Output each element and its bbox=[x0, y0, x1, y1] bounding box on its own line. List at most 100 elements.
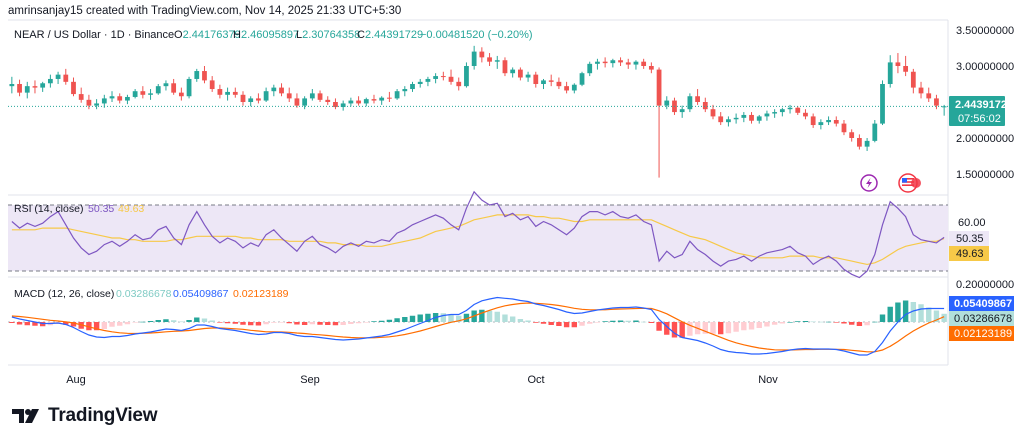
macd-title[interactable]: MACD (12, 26, close) bbox=[14, 288, 114, 300]
candle-body bbox=[571, 84, 577, 91]
candle-body bbox=[240, 94, 246, 102]
macd-hist-bar bbox=[294, 322, 300, 325]
macd-hist-bar bbox=[263, 322, 269, 325]
macd-hist-bar bbox=[664, 322, 670, 335]
symbol-title[interactable]: NEAR / US Dollar · 1D · Binance bbox=[14, 29, 174, 41]
macd-hist-value-label bbox=[949, 311, 1014, 326]
rsi-band-background bbox=[8, 205, 948, 271]
candle-body bbox=[826, 120, 831, 123]
candle-body bbox=[178, 92, 184, 97]
candle-body bbox=[17, 84, 22, 93]
rsi-legend: RSI (14, close) 50.35 49.63 bbox=[14, 203, 144, 215]
candle-body bbox=[910, 71, 916, 88]
candle-body bbox=[726, 119, 731, 123]
candle-body bbox=[9, 84, 15, 87]
candle-body bbox=[417, 81, 423, 84]
candle-body bbox=[271, 87, 277, 92]
candle-body bbox=[864, 140, 870, 147]
price-axis[interactable]: 3.50000000 3.00000000 2.00000000 1.50000… bbox=[949, 25, 1014, 341]
macd-hist-bar bbox=[39, 322, 46, 327]
candle-body bbox=[47, 78, 53, 84]
candle-body bbox=[286, 93, 292, 99]
macd-hist-bar bbox=[63, 322, 69, 325]
macd-hist-bar bbox=[417, 314, 423, 322]
macd-hist-bar bbox=[941, 313, 947, 322]
macd-hist-bar bbox=[587, 322, 593, 324]
candle-body bbox=[125, 96, 130, 101]
macd-hist-bar bbox=[124, 322, 131, 325]
rsi-ma-value-label bbox=[949, 246, 989, 261]
candle-body bbox=[387, 97, 392, 99]
tradingview-wordmark: TradingView bbox=[48, 405, 158, 426]
macd-hist-bar bbox=[378, 320, 385, 322]
candle-body bbox=[263, 91, 269, 101]
candle-body bbox=[525, 74, 531, 78]
candle-body bbox=[895, 62, 901, 66]
macd-hist-bar bbox=[818, 321, 824, 323]
candle-body bbox=[456, 81, 462, 87]
macd-hist-bar bbox=[656, 322, 662, 331]
candle-body bbox=[602, 61, 608, 64]
macd-hist-bar bbox=[833, 322, 839, 323]
candle-body bbox=[833, 120, 839, 124]
macd-hist-bar bbox=[795, 321, 801, 322]
us-flag-event-icon[interactable] bbox=[898, 173, 921, 193]
candle-body bbox=[471, 51, 477, 66]
candle-body bbox=[857, 138, 862, 147]
candle-body bbox=[648, 66, 654, 70]
candle-body bbox=[148, 93, 153, 95]
candle-body bbox=[317, 93, 323, 100]
macd-hist-bar bbox=[895, 302, 901, 322]
time-axis[interactable]: Aug Sep Oct Nov bbox=[66, 374, 778, 386]
rsi-pane[interactable] bbox=[8, 190, 948, 279]
candle-body bbox=[887, 62, 893, 84]
candle-body bbox=[756, 116, 762, 121]
tradingview-logo[interactable]: TradingView bbox=[12, 404, 158, 428]
candle-body bbox=[764, 113, 770, 117]
price-pane[interactable] bbox=[8, 45, 948, 178]
candle-body bbox=[818, 122, 824, 126]
macd-hist-bar bbox=[186, 320, 192, 322]
candles bbox=[9, 45, 947, 178]
macd-hist-bar bbox=[248, 322, 254, 326]
macd-hist-bar bbox=[24, 322, 30, 326]
candle-body bbox=[394, 91, 400, 99]
ohlc-close: C2.44391729 bbox=[357, 29, 423, 41]
macd-hist-bar bbox=[841, 322, 847, 324]
macd-hist-bar bbox=[517, 319, 524, 322]
macd-hist-bar bbox=[548, 322, 554, 325]
candle-body bbox=[333, 102, 338, 108]
macd-hist-bar bbox=[556, 322, 562, 326]
macd-hist-bar bbox=[32, 322, 38, 326]
candle-body bbox=[24, 86, 30, 93]
candle-body bbox=[302, 98, 308, 106]
macd-hist-bar bbox=[533, 322, 539, 323]
macd-hist-bar bbox=[563, 322, 570, 328]
rsi-title[interactable]: RSI (14, close) bbox=[14, 203, 83, 215]
macd-hist-bar bbox=[101, 322, 108, 329]
candle-body bbox=[425, 78, 431, 82]
chart-credit: amrinsanjay15 created with TradingView.c… bbox=[8, 5, 402, 17]
macd-hist-bar bbox=[933, 310, 940, 322]
macd-hist-bar bbox=[371, 321, 377, 322]
macd-hist-bar bbox=[9, 322, 15, 323]
macd-hist-bar bbox=[409, 315, 416, 322]
macd-hist-bar bbox=[509, 316, 516, 322]
macd-hist-bar bbox=[456, 315, 462, 322]
candle-body bbox=[109, 96, 115, 99]
lightning-event-icon[interactable] bbox=[860, 174, 878, 192]
candle-body bbox=[695, 96, 700, 102]
macd-hist-bar bbox=[448, 314, 454, 322]
macd-hist-bar bbox=[363, 322, 369, 323]
candle-body bbox=[510, 69, 516, 74]
macd-hist-bar bbox=[802, 321, 809, 322]
candle-body bbox=[872, 123, 878, 141]
candle-body bbox=[433, 76, 439, 79]
candle-body bbox=[541, 80, 546, 84]
ohlc-high: H2.46095897 bbox=[233, 29, 299, 41]
macd-hist-bar bbox=[679, 322, 685, 338]
price-legend: NEAR / US Dollar · 1D · Binance O2.44176… bbox=[14, 29, 533, 41]
macd-hist-bar bbox=[810, 321, 816, 323]
macd-pane[interactable] bbox=[8, 296, 948, 356]
